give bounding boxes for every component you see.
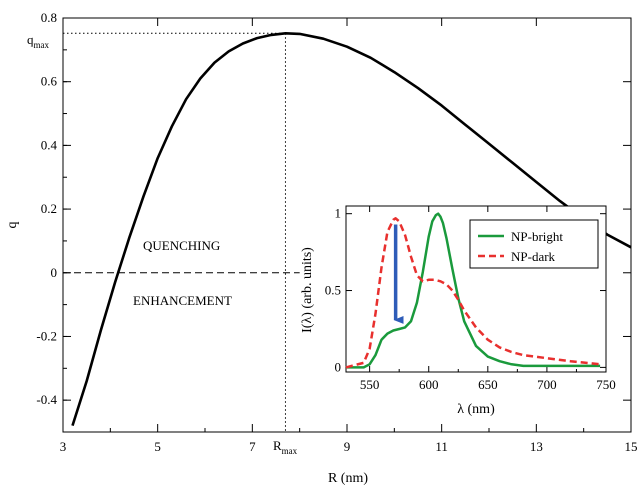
legend-label-np-dark: NP-dark: [511, 249, 556, 264]
inset-x-tick-label: 550: [360, 377, 380, 392]
main-y-tick-label: 0.4: [41, 137, 58, 152]
main-x-tick-label: 7: [249, 439, 256, 454]
inset-y-tick-label: 1: [335, 206, 342, 221]
main-y-tick-label: 0: [51, 265, 58, 280]
legend-label-np-bright: NP-bright: [511, 229, 563, 244]
inset-series-line-np-bright: [346, 212, 601, 369]
main-x-tick-label: 15: [625, 439, 638, 454]
quenching-label: QUENCHING: [143, 238, 220, 253]
inset-x-axis-title: λ (nm): [457, 402, 495, 417]
main-x-tick-label: 3: [60, 439, 67, 454]
r-max-sub: max: [282, 446, 298, 456]
main-y-axis: -0.4 -0.2 0 0.2 0.4 0.6 0.8: [36, 10, 631, 433]
inset-series-line-np-dark: [345, 217, 601, 369]
inset-x-tick-label: 750: [596, 377, 616, 392]
q-max-sub: max: [34, 40, 50, 50]
inset-y-tick-label: 0.5: [325, 283, 341, 298]
main-series-group: [71, 31, 632, 426]
main-x-axis-title: R (nm): [328, 471, 368, 486]
r-max-label: Rmax: [273, 438, 298, 456]
main-chart: 3 5 7 9 11 13 15 -0.4-0.200.20.40.60.8 R (nm) …: [5, 10, 638, 486]
inset-series-group: [345, 212, 601, 369]
main-reference-lines: [63, 32, 300, 432]
main-y-tick-label: -0.2: [36, 328, 57, 343]
main-y-tick-label: -0.4: [36, 392, 57, 407]
main-y-tick-label: 0.6: [41, 74, 58, 89]
inset-y-axis-title: I(λ) (arb. units): [300, 247, 315, 333]
main-x-tick-label: 9: [344, 439, 351, 454]
inset-x-tick-label: 650: [478, 377, 498, 392]
inset-y-axis: 00.51: [325, 206, 606, 374]
inset-chart: 550 600 650 700 750 00.51 λ (nm) I(λ) (arb. …: [300, 205, 616, 417]
inset-x-tick-label: 600: [419, 377, 439, 392]
main-x-tick-label: 11: [435, 439, 448, 454]
main-x-tick-label: 13: [530, 439, 543, 454]
inset-y-tick-label: 0: [335, 359, 342, 374]
q-max-main: q: [27, 32, 34, 47]
main-y-tick-label: 0.8: [41, 10, 57, 25]
inset-plot-frame: [345, 205, 607, 373]
inset-legend-box: [469, 219, 599, 269]
inset-x-axis: 550 600 650 700 750: [360, 206, 616, 392]
main-y-tick-label: 0.2: [41, 201, 57, 216]
main-x-axis: 3 5 7 9 11 13 15: [60, 18, 638, 454]
r-max-main: R: [273, 438, 282, 453]
inset-legend: NP-bright NP-dark: [469, 219, 599, 269]
main-y-axis-title: q: [5, 222, 20, 229]
inset-x-tick-label: 700: [537, 377, 557, 392]
main-series-line: [71, 31, 632, 426]
enhancement-label: ENHANCEMENT: [133, 293, 232, 308]
main-x-tick-label: 5: [154, 439, 161, 454]
q-max-label: qmax: [27, 32, 49, 50]
